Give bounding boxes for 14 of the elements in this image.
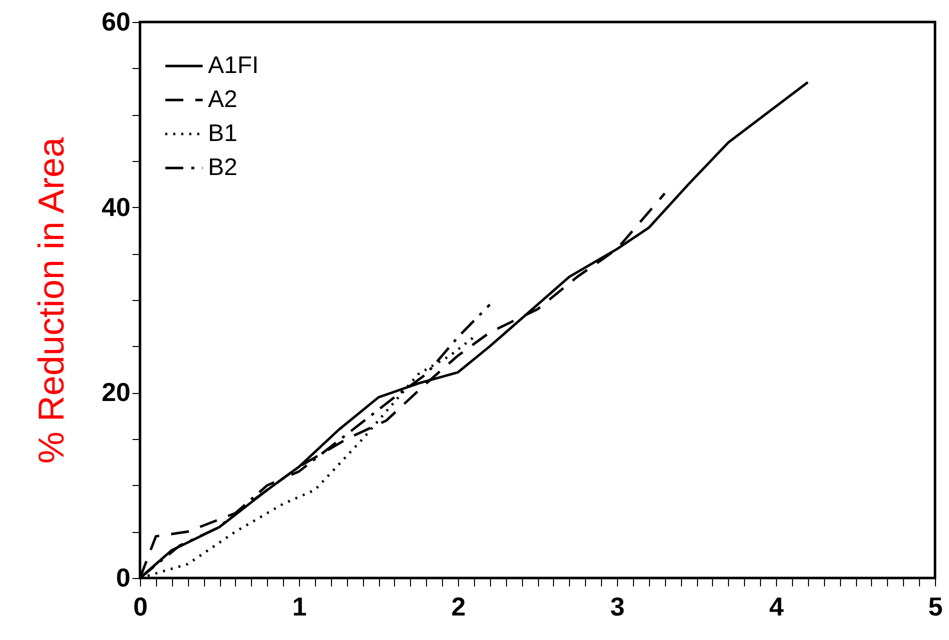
y-axis-title: % Reduction in Area <box>30 136 72 464</box>
x-tick-label: 4 <box>769 592 784 622</box>
y-tick-label: 60 <box>102 6 130 36</box>
legend-label: B1 <box>208 120 238 147</box>
y-tick-label: 0 <box>116 562 130 592</box>
legend-label: B2 <box>208 154 238 181</box>
y-tick-label: 20 <box>102 377 130 408</box>
x-tick-label: 3 <box>610 592 625 622</box>
x-tick-label: 2 <box>451 592 466 622</box>
y-tick-label: 40 <box>102 192 130 222</box>
x-tick-label: 1 <box>292 592 307 622</box>
x-tick-label: 5 <box>928 592 943 622</box>
legend-label: A1FI <box>208 52 259 79</box>
legend-label: A2 <box>208 86 238 113</box>
